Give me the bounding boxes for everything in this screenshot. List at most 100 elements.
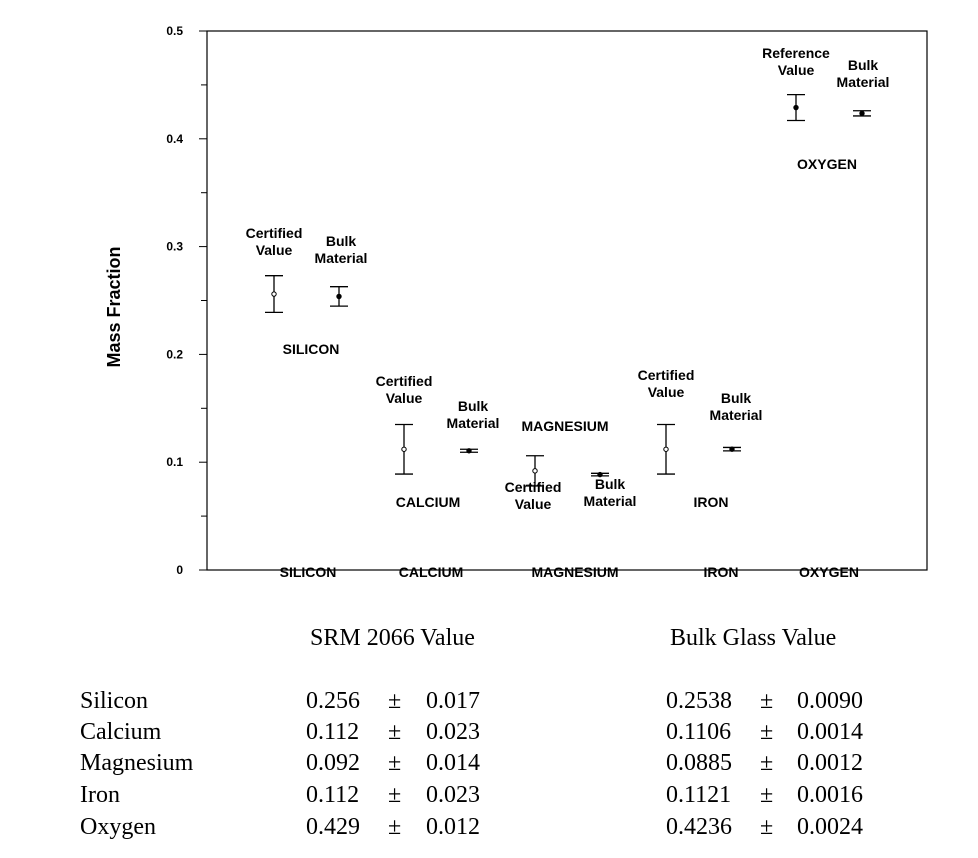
row-element-name: Silicon — [80, 688, 149, 714]
annotation-label: SILICON — [283, 341, 340, 357]
annotation-line: Material — [447, 415, 500, 431]
y-axis-label: Mass Fraction — [104, 246, 124, 367]
certified-value-point — [401, 446, 407, 452]
annotation-label: IRON — [694, 494, 729, 510]
y-tick-label: 0.4 — [166, 132, 183, 146]
row-srm-value: 0.112 — [306, 719, 360, 745]
bulk-material-point — [597, 471, 603, 478]
annotation-label: Bulk Material — [447, 398, 500, 431]
annotation-line: Bulk — [326, 233, 357, 249]
y-tick-label: 0.1 — [166, 455, 183, 469]
row-bulk-plus-minus: ± — [760, 688, 774, 714]
annotation-label: Bulk Material — [315, 233, 368, 266]
row-bulk-plus-minus: ± — [760, 814, 774, 840]
y-tick-label: 0 — [176, 563, 183, 577]
x-category-label: SILICON — [280, 564, 337, 580]
annotation-line: Value — [648, 384, 685, 400]
y-tick-label: 0.3 — [166, 240, 183, 254]
x-axis-categories: SILICON CALCIUM MAGNESIUM IRON OXYGEN — [280, 564, 859, 580]
annotation-line: Value — [256, 242, 293, 258]
annotation-label: CALCIUM — [396, 494, 461, 510]
certified-value-point — [271, 291, 277, 297]
row-srm-uncertainty: 0.023 — [426, 782, 480, 808]
annotation-line: MAGNESIUM — [521, 418, 608, 434]
annotation-label: Bulk Material — [837, 57, 890, 90]
annotation-label: Certified Value — [638, 367, 695, 400]
annotation-line: Bulk — [458, 398, 489, 414]
y-tick-label: 0.2 — [166, 347, 183, 361]
row-element-name: Calcium — [80, 719, 162, 745]
y-tick-label: 0.5 — [166, 24, 183, 38]
bulk-material-point — [466, 448, 472, 454]
row-bulk-value: 0.4236 — [666, 814, 732, 840]
row-srm-uncertainty: 0.017 — [426, 688, 480, 714]
annotation-line: OXYGEN — [797, 156, 857, 172]
certified-value-point — [532, 468, 538, 474]
bulk-material-point — [729, 446, 735, 452]
y-axis: 0 0.1 0.2 0.3 0.4 0.5 — [166, 24, 207, 577]
annotation-label: MAGNESIUM — [521, 418, 608, 434]
annotation-line: IRON — [694, 494, 729, 510]
row-bulk-value: 0.1121 — [666, 782, 732, 808]
row-srm-value: 0.256 — [306, 688, 360, 714]
row-bulk-value: 0.1106 — [666, 719, 732, 745]
row-srm-plus-minus: ± — [388, 688, 402, 714]
row-bulk-value: 0.2538 — [666, 688, 732, 714]
plot-frame — [206, 30, 928, 571]
row-element-name: Iron — [80, 782, 120, 808]
row-srm-plus-minus: ± — [388, 814, 402, 840]
certified-value-point — [793, 104, 799, 111]
annotation-label: Reference Value — [762, 45, 830, 78]
annotation-label: Certified Value — [505, 479, 562, 512]
annotation-line: Bulk — [595, 476, 626, 492]
annotation-line: Value — [515, 496, 552, 512]
data-marks — [265, 93, 871, 487]
row-srm-plus-minus: ± — [388, 719, 402, 745]
annotation-line: Bulk — [848, 57, 879, 73]
header-srm-value: SRM 2066 Value — [310, 625, 475, 651]
row-bulk-uncertainty: 0.0012 — [797, 750, 863, 776]
annotation-label: Certified Value — [246, 225, 303, 258]
annotation-line: Certified — [505, 479, 562, 495]
bulk-material-point — [859, 110, 865, 117]
annotation-line: Material — [710, 407, 763, 423]
row-element-name: Magnesium — [80, 750, 194, 776]
row-bulk-uncertainty: 0.0090 — [797, 688, 863, 714]
row-srm-plus-minus: ± — [388, 750, 402, 776]
row-bulk-plus-minus: ± — [760, 750, 774, 776]
row-element-name: Oxygen — [80, 814, 156, 840]
row-srm-value: 0.092 — [306, 750, 360, 776]
row-bulk-plus-minus: ± — [760, 782, 774, 808]
row-srm-uncertainty: 0.014 — [426, 750, 480, 776]
x-category-label: IRON — [704, 564, 739, 580]
annotation-label: Certified Value — [376, 373, 433, 406]
row-srm-plus-minus: ± — [388, 782, 402, 808]
x-category-label: MAGNESIUM — [531, 564, 618, 580]
annotation-line: Value — [386, 390, 423, 406]
row-srm-uncertainty: 0.012 — [426, 814, 480, 840]
annotation-line: SILICON — [283, 341, 340, 357]
annotation-line: Value — [778, 62, 815, 78]
annotation-line: Material — [315, 250, 368, 266]
annotation-line: CALCIUM — [396, 494, 461, 510]
row-srm-value: 0.429 — [306, 814, 360, 840]
row-bulk-plus-minus: ± — [760, 719, 774, 745]
row-srm-value: 0.112 — [306, 782, 360, 808]
annotation-line: Reference — [762, 45, 830, 61]
certified-value-point — [663, 446, 669, 452]
row-bulk-uncertainty: 0.0024 — [797, 814, 863, 840]
annotation-label: Bulk Material — [584, 476, 637, 509]
mass-fraction-chart: Mass Fraction 0 0.1 0.2 0.3 0.4 0.5 SILICON CA… — [104, 24, 928, 580]
row-bulk-uncertainty: 0.0016 — [797, 782, 863, 808]
row-bulk-uncertainty: 0.0014 — [797, 719, 863, 745]
annotation-line: Certified — [376, 373, 433, 389]
header-bulk-glass-value: Bulk Glass Value — [670, 625, 837, 651]
annotation-label: Bulk Material — [710, 390, 763, 423]
annotation-line: Certified — [246, 225, 303, 241]
row-srm-uncertainty: 0.023 — [426, 719, 480, 745]
x-category-label: OXYGEN — [799, 564, 859, 580]
annotation-line: Material — [837, 74, 890, 90]
annotation-label: OXYGEN — [797, 156, 857, 172]
annotation-line: Certified — [638, 367, 695, 383]
